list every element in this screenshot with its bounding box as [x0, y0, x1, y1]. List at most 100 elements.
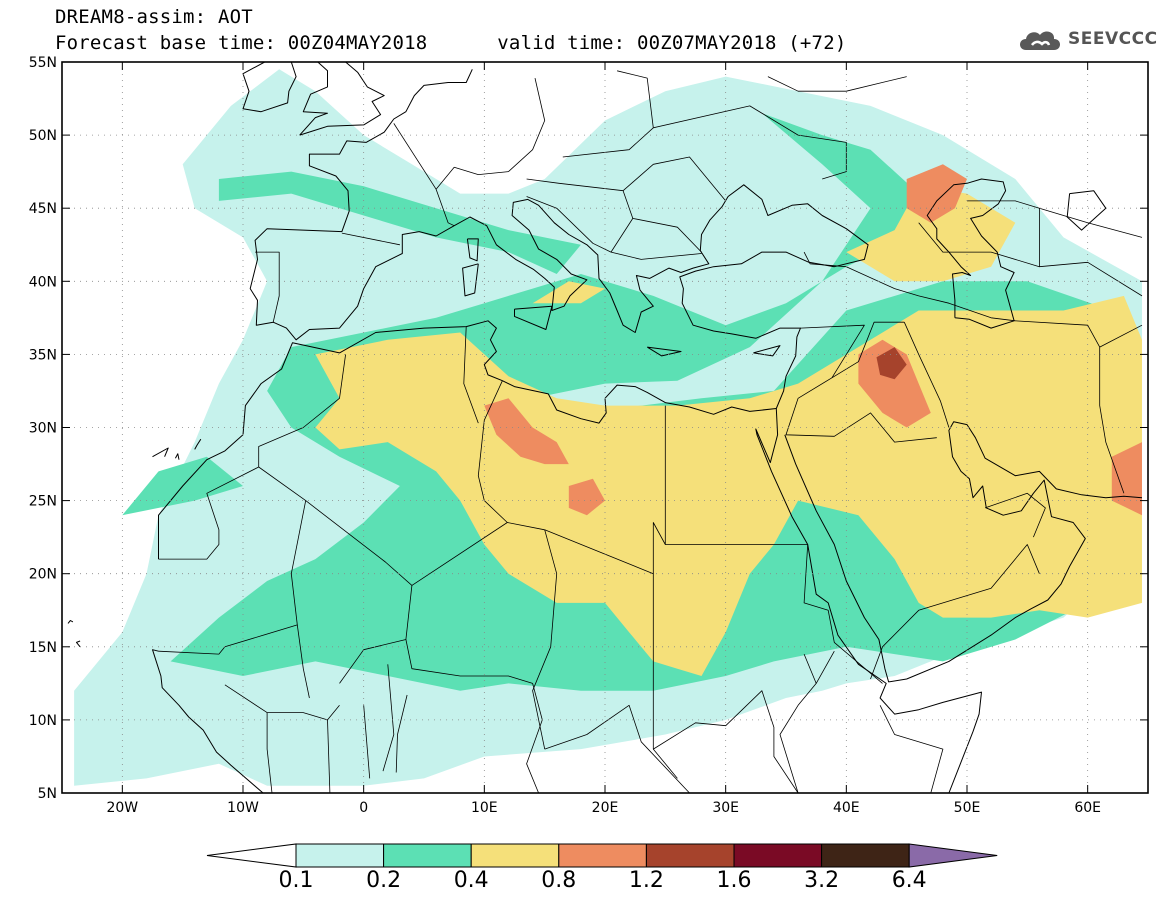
colorbar-swatch [821, 843, 910, 868]
country-borders [158, 70, 1143, 793]
y-tick-label: 20N [29, 567, 57, 583]
country-border [405, 639, 533, 684]
country-border [800, 324, 865, 379]
country-border [526, 196, 702, 260]
y-tick-label: 35N [29, 347, 57, 363]
coastline [249, 69, 869, 409]
colorbar [206, 843, 998, 868]
country-border [785, 398, 937, 443]
country-border [894, 288, 1125, 494]
y-tick-label: 45N [29, 201, 57, 217]
y-tick-label: 5N [38, 786, 57, 802]
country-border [903, 322, 950, 428]
country-border [532, 529, 558, 750]
colorbar-label: 0.2 [366, 868, 402, 893]
country-border [653, 690, 799, 793]
x-tick-label: 0 [359, 800, 368, 816]
y-tick-label: 15N [29, 640, 57, 656]
country-border [622, 156, 727, 202]
country-border [395, 694, 408, 773]
country-border [341, 232, 400, 246]
aot-contour-level-2 [846, 186, 1016, 282]
colorbar-swatch [733, 843, 823, 868]
country-border [797, 321, 905, 399]
y-tick-label: 40N [29, 274, 57, 290]
y-tick-label: 55N [29, 55, 57, 71]
x-tick-label: 30E [712, 800, 739, 816]
cloud-icon [1020, 31, 1060, 50]
colorbar-upper-arrow [908, 843, 998, 868]
aot-contour-level-3 [858, 339, 931, 428]
coastlines [67, 62, 1143, 793]
logo-text: SEEVCCC [1068, 29, 1158, 49]
colorbar-swatch [470, 843, 560, 868]
country-border [363, 705, 371, 779]
colorbar-label: 0.1 [278, 868, 314, 893]
country-border [327, 719, 331, 793]
coastline [152, 447, 169, 458]
colorbar-label: 6.4 [891, 868, 927, 893]
coastline [299, 62, 328, 136]
aot-contour-level-3 [906, 164, 967, 223]
axis-ticks: 20W 10W 0 10E 20E 30E 40E 50E 60E 55N 50N 45N 40N 35N… [29, 55, 1148, 816]
country-border [224, 684, 340, 721]
colorbar-label: 1.6 [716, 868, 752, 893]
colorbar-swatch [383, 843, 472, 868]
coastline [753, 345, 781, 357]
colorbar-swatch [558, 843, 647, 868]
country-border [435, 166, 509, 227]
coastline [755, 408, 982, 793]
country-border [562, 127, 654, 158]
country-border [610, 218, 702, 253]
aot-contour-level-3 [568, 478, 605, 516]
country-border [266, 712, 273, 793]
coastline [158, 320, 777, 560]
y-tick-label: 10N [29, 713, 57, 729]
y-tick-label: 50N [29, 128, 57, 144]
coastline [299, 62, 385, 136]
country-border [617, 70, 654, 128]
x-tick-label: 50E [954, 800, 981, 816]
x-tick-label: 40E [833, 800, 860, 816]
country-border [296, 624, 310, 699]
country-border [1099, 324, 1143, 348]
country-border [879, 705, 944, 793]
country-border [1039, 207, 1143, 238]
coastline [646, 346, 682, 357]
colorbar-label: 0.4 [453, 868, 489, 893]
country-border [779, 683, 817, 793]
country-border [526, 683, 543, 793]
country-border [984, 492, 1046, 538]
country-border [158, 354, 346, 560]
colorbar-swatch [295, 843, 385, 868]
colorbar-swatch [645, 843, 735, 868]
aot-contour-level-2 [532, 281, 605, 304]
coastline [784, 421, 1143, 683]
country-border [803, 544, 883, 684]
colorbar-label: 0.8 [541, 868, 577, 893]
coastline [926, 178, 1015, 329]
x-tick-label: 10W [227, 800, 259, 816]
x-tick-label: 10E [471, 800, 498, 816]
graticule [62, 62, 1148, 793]
country-border [544, 405, 666, 575]
x-tick-label: 60E [1074, 800, 1101, 816]
coastline [152, 649, 264, 793]
x-tick-label: 20E [592, 800, 619, 816]
country-border [339, 585, 413, 684]
colorbar-label: 3.2 [804, 868, 840, 893]
country-border [526, 178, 634, 219]
country-border [767, 76, 907, 92]
valid-time: valid time: 00Z07MAY2018 (+72) [497, 32, 847, 54]
country-border [463, 326, 479, 424]
coastline [174, 453, 180, 460]
aot-contour-level-1 [218, 171, 581, 274]
coastline [67, 620, 74, 624]
coastline [76, 640, 81, 648]
country-border [1039, 261, 1143, 297]
map-subtitle: Forecast base time: 00Z04MAY2018 valid t… [55, 32, 846, 54]
seevccc-logo: SEEVCCC [1016, 24, 1158, 54]
forecast-base-time: Forecast base time: 00Z04MAY2018 [55, 32, 428, 54]
country-border [382, 664, 395, 772]
